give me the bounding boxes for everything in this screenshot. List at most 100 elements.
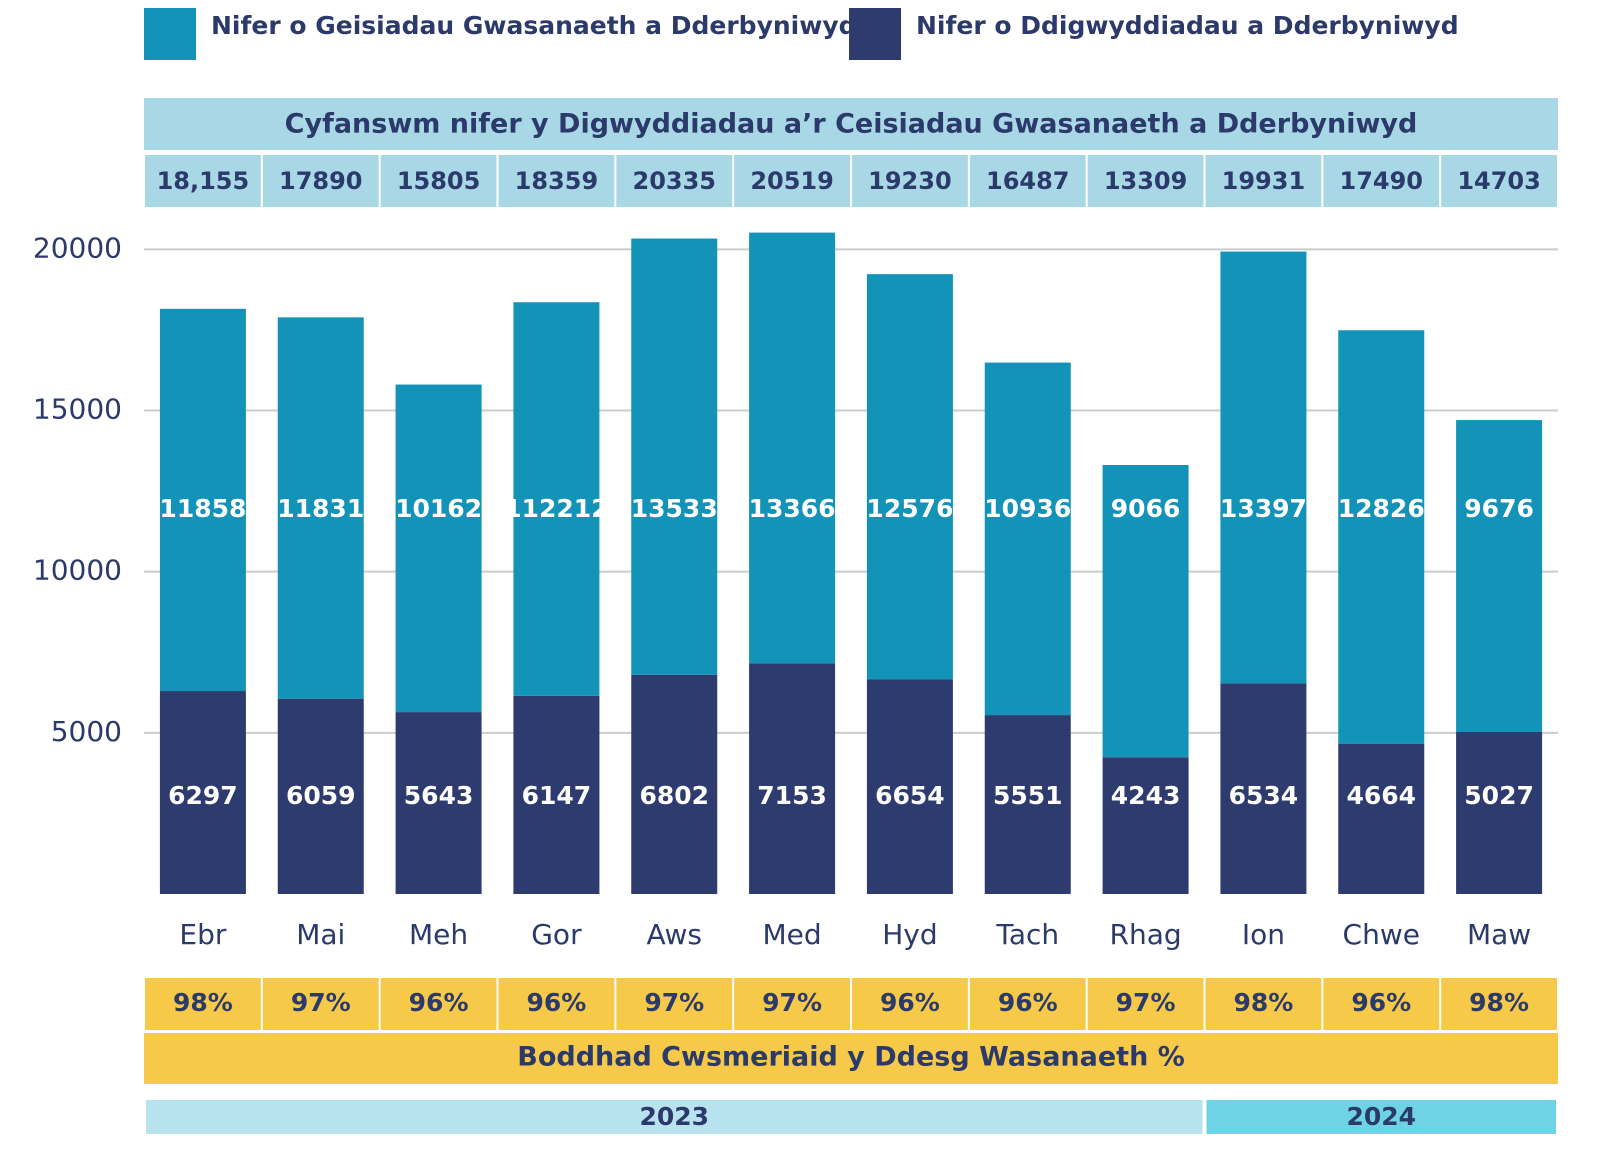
- value-label: 5643: [404, 781, 474, 810]
- satisfaction-value: 97%: [1116, 988, 1176, 1017]
- y-tick-label: 10000: [33, 554, 122, 587]
- x-tick-label: Rhag: [1110, 918, 1182, 951]
- totals-cell: [1441, 155, 1557, 207]
- value-label: 12576: [866, 494, 953, 523]
- satisfaction-cell: [262, 978, 379, 1030]
- bar-segment: [395, 384, 482, 713]
- value-label: 11831: [277, 494, 364, 523]
- satisfaction-cell: [969, 978, 1086, 1030]
- totals-cell: [1323, 155, 1440, 207]
- satisfaction-cell: [734, 978, 850, 1030]
- satisfaction-value: 98%: [1233, 988, 1293, 1017]
- x-tick-label: Meh: [409, 918, 468, 951]
- bar-segment: [866, 679, 953, 894]
- satisfaction-cell: [1441, 978, 1557, 1030]
- x-tick-label: Aws: [646, 918, 702, 951]
- bar-segment: [513, 302, 600, 696]
- y-tick-label: 15000: [33, 393, 122, 426]
- bar-segment: [1456, 420, 1543, 732]
- satisfaction-value: 97%: [762, 988, 822, 1017]
- bar-segment: [1220, 683, 1307, 894]
- satisfaction-header: [144, 1033, 1558, 1084]
- totals-cell: [734, 155, 850, 207]
- bar-segment: [1102, 757, 1189, 894]
- bar-segment: [1456, 731, 1543, 894]
- value-label: 5027: [1464, 781, 1534, 810]
- value-label: 4243: [1111, 781, 1181, 810]
- satisfaction-value: 97%: [291, 988, 351, 1017]
- value-label: 5551: [993, 781, 1063, 810]
- satisfaction-value: 98%: [1469, 988, 1529, 1017]
- x-tick-label: Mai: [296, 918, 345, 951]
- year-label: 2023: [639, 1102, 709, 1131]
- value-label: 6059: [286, 781, 356, 810]
- year-band: [146, 1100, 1203, 1134]
- x-tick-label: Tach: [995, 918, 1059, 951]
- value-label: 6534: [1229, 781, 1299, 810]
- value-label: 6654: [875, 781, 945, 810]
- totals-cell: [1205, 155, 1322, 207]
- value-label: 13533: [631, 494, 718, 523]
- bar-segment: [395, 712, 482, 894]
- satisfaction-title: Boddhad Cwsmeriaid y Ddesg Wasanaeth %: [517, 1042, 1185, 1073]
- bar-segment: [277, 317, 364, 699]
- value-label: 9676: [1464, 494, 1534, 523]
- x-tick-label: Med: [762, 918, 821, 951]
- bar-segment: [159, 308, 246, 692]
- totals-cell: [852, 155, 968, 207]
- totals-cell: [380, 155, 497, 207]
- satisfaction-cell: [1205, 978, 1322, 1030]
- bar-segment: [749, 663, 836, 894]
- totals-value: 20519: [750, 167, 834, 195]
- year-label: 2024: [1346, 1102, 1416, 1131]
- bar-segment: [513, 695, 600, 894]
- bar-segment: [159, 691, 246, 894]
- satisfaction-value: 98%: [173, 988, 233, 1017]
- satisfaction-value: 96%: [1351, 988, 1411, 1017]
- satisfaction-cell: [616, 978, 733, 1030]
- totals-cell: [145, 155, 261, 207]
- value-label: 6297: [168, 781, 238, 810]
- totals-value: 16487: [986, 167, 1070, 195]
- totals-cell: [616, 155, 733, 207]
- legend-swatch: [849, 8, 901, 60]
- satisfaction-cell: [145, 978, 261, 1030]
- totals-cell: [498, 155, 615, 207]
- x-tick-label: Hyd: [882, 918, 937, 951]
- value-label: 9066: [1111, 494, 1181, 523]
- totals-cell: [262, 155, 379, 207]
- value-label: 4664: [1346, 781, 1416, 810]
- value-label: 10162: [395, 494, 482, 523]
- bar-segment: [631, 674, 718, 894]
- totals-value: 18359: [515, 167, 599, 195]
- totals-title: Cyfanswm nifer y Digwyddiadau a’r Ceisia…: [285, 109, 1418, 140]
- value-label: 13397: [1220, 494, 1307, 523]
- bar-segment: [984, 715, 1071, 894]
- x-tick-label: Gor: [531, 918, 582, 951]
- value-label: 10936: [984, 494, 1071, 523]
- bar-segment: [1338, 743, 1425, 894]
- satisfaction-value: 96%: [880, 988, 940, 1017]
- bar-segment: [984, 362, 1071, 716]
- value-label: 112212: [504, 494, 608, 523]
- bar-segment: [1102, 465, 1189, 758]
- y-tick-label: 20000: [33, 231, 122, 264]
- value-label: 11858: [159, 494, 246, 523]
- totals-cell: [969, 155, 1086, 207]
- totals-value: 19931: [1222, 167, 1306, 195]
- satisfaction-cell: [1323, 978, 1440, 1030]
- legend-label: Nifer o Geisiadau Gwasanaeth a Dderbyniw…: [211, 11, 857, 40]
- value-label: 6802: [639, 781, 709, 810]
- satisfaction-value: 96%: [409, 988, 469, 1017]
- satisfaction-cell: [380, 978, 497, 1030]
- totals-value: 13309: [1104, 167, 1188, 195]
- x-tick-label: Maw: [1467, 918, 1531, 951]
- bar-segment: [631, 238, 718, 675]
- legend-swatch: [144, 8, 196, 60]
- bar-segment: [1338, 330, 1425, 744]
- totals-value: 17490: [1340, 167, 1424, 195]
- bar-segment: [749, 232, 836, 664]
- legend-label: Nifer o Ddigwyddiadau a Dderbyniwyd: [916, 11, 1459, 40]
- satisfaction-cell: [498, 978, 615, 1030]
